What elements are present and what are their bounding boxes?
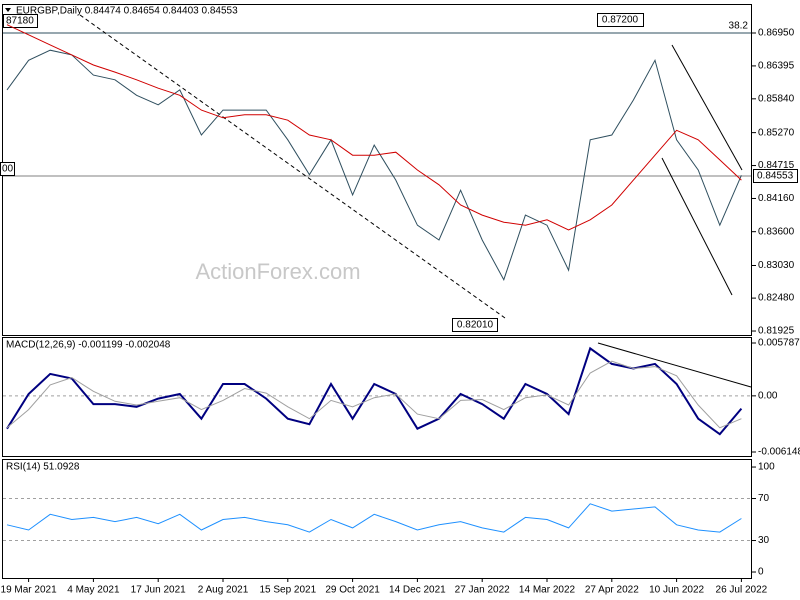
annotation-box xyxy=(3,14,38,28)
y-tick-label: -0.006148 xyxy=(758,447,800,458)
trend-line xyxy=(79,14,506,319)
x-tick-label: 4 May 2021 xyxy=(67,585,120,596)
x-tick-label: 10 Jun 2022 xyxy=(649,585,704,596)
annotation-box xyxy=(452,318,498,332)
x-tick-label: 26 Jul 2022 xyxy=(716,585,768,596)
series-line xyxy=(6,24,742,231)
y-tick-label: 30 xyxy=(758,535,770,546)
y-tick-label: 0.00 xyxy=(758,390,778,401)
series-line xyxy=(6,503,742,533)
current-price: 0.84553 xyxy=(757,171,794,182)
y-tick-label: 0.85840 xyxy=(758,93,795,104)
y-tick-label: 0.84160 xyxy=(758,193,795,204)
y-tick-label: 0.86950 xyxy=(758,28,795,39)
x-tick-label: 14 Dec 2021 xyxy=(389,585,446,596)
annotation: 38.2 xyxy=(729,21,749,32)
x-tick-label: 29 Oct 2021 xyxy=(325,585,380,596)
y-tick-label: 0.85270 xyxy=(758,127,795,138)
rsi-title: RSI(14) 51.0928 xyxy=(6,462,80,473)
series-line xyxy=(6,49,742,281)
y-tick-label: 0.81925 xyxy=(758,326,795,337)
x-tick-label: 19 Mar 2021 xyxy=(1,585,58,596)
macd-panel xyxy=(2,337,752,457)
watermark: ActionForex.com xyxy=(195,259,360,284)
y-tick-label: 100 xyxy=(758,462,775,473)
annotation: 00 xyxy=(2,164,14,175)
x-tick-label: 27 Apr 2022 xyxy=(585,585,639,596)
y-tick-label: 0 xyxy=(758,567,764,578)
y-tick-label: 0.83600 xyxy=(758,226,795,237)
y-tick-label: 0.84715 xyxy=(758,160,795,171)
x-tick-label: 17 Jun 2021 xyxy=(131,585,186,596)
annotation: 0.87200 xyxy=(602,15,639,26)
x-tick-label: 2 Aug 2021 xyxy=(198,585,249,596)
chart-title: EURGBP,Daily 0.84474 0.84654 0.84403 0.8… xyxy=(16,6,238,17)
x-tick-label: 15 Sep 2021 xyxy=(259,585,316,596)
series-line xyxy=(6,346,743,436)
x-tick-label: 14 Mar 2022 xyxy=(519,585,576,596)
y-tick-label: 70 xyxy=(758,493,770,504)
channel-line xyxy=(671,44,743,171)
y-tick-label: 0.83030 xyxy=(758,260,795,271)
y-tick-label: 0.005787 xyxy=(758,338,800,349)
annotation-box xyxy=(0,162,15,176)
annotation: 87180 xyxy=(6,16,34,27)
annotation: 0.82010 xyxy=(457,320,494,331)
macd-title: MACD(12,26,9) -0.001199 -0.002048 xyxy=(6,340,171,351)
series-line xyxy=(6,360,742,429)
y-tick-label: 0.86395 xyxy=(758,61,795,72)
annotation-box xyxy=(597,13,644,27)
current-price-box xyxy=(753,169,798,183)
x-tick-label: 27 Jan 2022 xyxy=(455,585,510,596)
macd-trend-line xyxy=(597,342,752,388)
y-tick-label: 0.82480 xyxy=(758,293,795,304)
rsi-panel xyxy=(2,459,752,579)
channel-line xyxy=(661,157,733,296)
menu-arrow xyxy=(5,8,11,12)
